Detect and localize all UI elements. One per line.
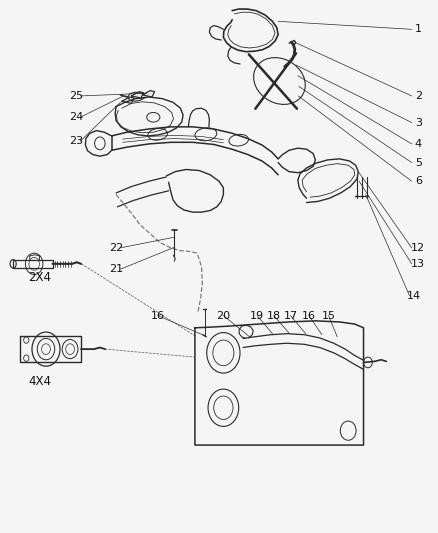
Text: 12: 12 <box>411 243 425 253</box>
Text: 16: 16 <box>151 311 165 320</box>
Text: 20: 20 <box>216 311 230 320</box>
Text: 21: 21 <box>109 264 123 274</box>
Text: 18: 18 <box>267 311 281 320</box>
Text: 23: 23 <box>70 136 84 146</box>
Text: 13: 13 <box>411 259 425 269</box>
Text: 17: 17 <box>283 311 297 320</box>
Text: 3: 3 <box>415 118 422 127</box>
Text: 24: 24 <box>70 112 84 122</box>
Polygon shape <box>122 97 134 103</box>
Text: 2: 2 <box>415 91 422 101</box>
Text: 4X4: 4X4 <box>28 375 51 387</box>
Polygon shape <box>142 91 155 97</box>
Text: 2X4: 2X4 <box>28 271 51 284</box>
Text: 22: 22 <box>109 243 123 253</box>
Text: 16: 16 <box>302 311 316 320</box>
Text: 25: 25 <box>70 91 84 101</box>
Text: 4: 4 <box>415 139 422 149</box>
Text: 15: 15 <box>321 311 336 320</box>
Text: 19: 19 <box>250 311 264 320</box>
Text: 5: 5 <box>415 158 422 167</box>
Text: 14: 14 <box>407 291 421 301</box>
Text: 1: 1 <box>415 25 422 34</box>
Polygon shape <box>131 92 144 98</box>
Text: 6: 6 <box>415 176 422 186</box>
